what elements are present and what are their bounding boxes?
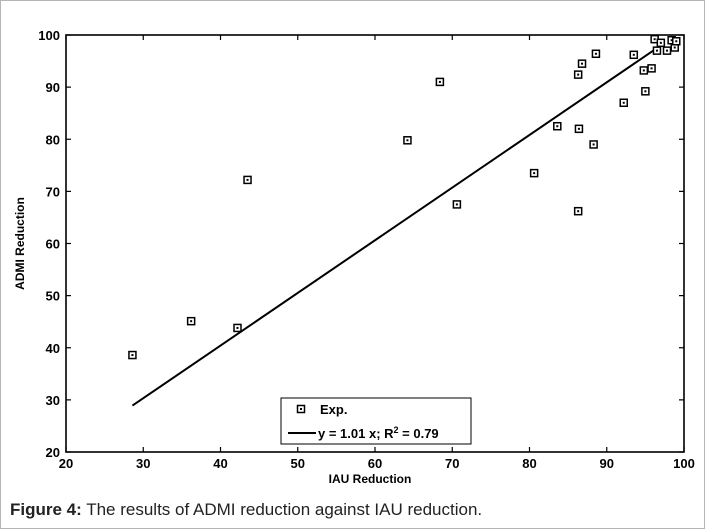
- legend-label-fit: y = 1.01 x; R2 = 0.79: [318, 425, 439, 441]
- legend: Exp. y = 1.01 x; R2 = 0.79: [280, 397, 472, 445]
- legend-box: [280, 397, 472, 445]
- data-point-center: [533, 172, 536, 175]
- y-tick-label: 90: [46, 80, 60, 95]
- data-point-center: [673, 46, 676, 49]
- x-tick-label: 90: [600, 456, 614, 471]
- x-tick-label: 40: [213, 456, 227, 471]
- y-tick-label: 60: [46, 237, 60, 252]
- x-axis: 20 30 40 50 60 70 80 90 100: [59, 35, 695, 471]
- y-tick-label: 40: [46, 341, 60, 356]
- data-marks: [128, 34, 681, 407]
- legend-label-fit-main: y = 1.01 x; R: [318, 426, 394, 441]
- legend-marker-exp-center: [300, 408, 302, 410]
- y-tick-label: 100: [38, 28, 60, 43]
- plot-border: [65, 34, 685, 453]
- y-axis-label: ADMI Reduction: [13, 197, 27, 290]
- data-point-center: [622, 101, 625, 104]
- y-tick-label: 20: [46, 445, 60, 460]
- data-point-center: [246, 178, 249, 181]
- data-point-center: [577, 127, 580, 130]
- y-tick-label: 80: [46, 132, 60, 147]
- data-point-center: [632, 53, 635, 56]
- data-point-center: [236, 326, 239, 329]
- data-point-center: [675, 40, 678, 43]
- legend-label-fit-superscript: 2: [394, 425, 399, 435]
- data-point-center: [653, 38, 656, 41]
- data-point-center: [438, 80, 441, 83]
- data-point-center: [577, 210, 580, 213]
- y-tick-label: 50: [46, 289, 60, 304]
- data-point-center: [644, 90, 647, 93]
- x-tick-label: 70: [445, 456, 459, 471]
- y-tick-label: 30: [46, 393, 60, 408]
- legend-label-exp: Exp.: [320, 402, 347, 417]
- legend-label-fit-suffix: = 0.79: [399, 426, 439, 441]
- data-point-center: [406, 139, 409, 142]
- x-tick-label: 60: [368, 456, 382, 471]
- data-point-center: [642, 69, 645, 72]
- fit-line: [131, 41, 666, 407]
- data-point-center: [655, 49, 658, 52]
- data-point-center: [666, 49, 669, 52]
- figure-caption: Figure 4: The results of ADMI reduction …: [10, 500, 482, 520]
- y-tick-label: 70: [46, 184, 60, 199]
- x-tick-label: 80: [522, 456, 536, 471]
- data-point-center: [659, 41, 662, 44]
- data-point-center: [190, 320, 193, 323]
- caption-text: The results of ADMI reduction against IA…: [81, 500, 483, 519]
- data-point-center: [650, 67, 653, 70]
- x-tick-label: 100: [673, 456, 695, 471]
- data-point-center: [670, 39, 673, 42]
- data-point-center: [131, 354, 134, 357]
- scatter-chart: 20 30 40 50 60 70 80 90 100 2030405060708090100 …: [13, 28, 695, 486]
- x-tick-label: 20: [59, 456, 73, 471]
- data-point-center: [577, 73, 580, 76]
- x-tick-label: 30: [136, 456, 150, 471]
- data-point-center: [581, 62, 584, 65]
- data-point-center: [592, 143, 595, 146]
- x-axis-label: IAU Reduction: [329, 472, 412, 486]
- plot-area: [65, 34, 685, 453]
- caption-label: Figure 4:: [10, 500, 82, 519]
- data-point-center: [594, 52, 597, 55]
- y-axis: 20 30 40 50 60 70 80 90 100: [38, 28, 684, 460]
- x-tick-label: 50: [291, 456, 305, 471]
- data-point-center: [455, 203, 458, 206]
- data-point-center: [556, 125, 559, 128]
